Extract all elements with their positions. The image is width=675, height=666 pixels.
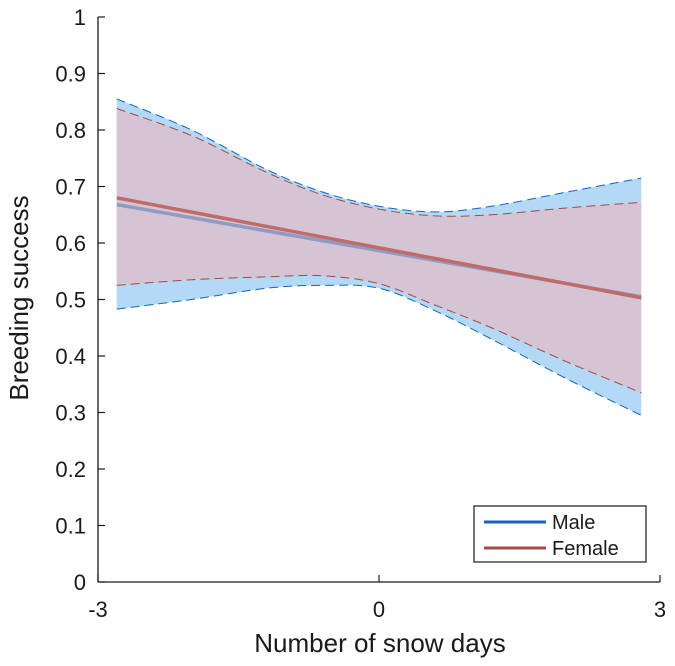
y-tick-label: 0.3 [55,401,86,426]
y-tick-label: 0.6 [55,231,86,256]
female-upper-bound [116,108,642,217]
x-tick-label: 3 [654,597,666,622]
x-tick-label: 0 [373,597,385,622]
y-tick-label: 1 [74,5,86,30]
legend-female-label: Female [552,538,619,560]
y-tick-label: 0.5 [55,288,86,313]
y-tick-label: 0.1 [55,514,86,539]
y-axis-title: Breeding success [4,195,34,400]
x-axis-title: Number of snow days [254,628,505,658]
y-tick-label: 0.2 [55,457,86,482]
female-lower-bound [116,274,642,394]
y-tick-label: 0.7 [55,175,86,200]
y-tick-label: 0.9 [55,62,86,87]
male-upper-bound [116,98,642,213]
legend-male-label: Male [552,512,595,534]
x-tick-label: -3 [88,597,108,622]
legend: Male Female [473,505,647,563]
y-tick-label: 0 [74,570,86,595]
confidence-bands [116,98,642,416]
female-trend-line [116,196,642,300]
y-tick-label: 0.8 [55,118,86,143]
trend-lines [116,196,642,300]
axes: 00.10.20.30.40.50.60.70.80.91-3 0 3 [55,5,666,622]
legend-box [473,505,647,563]
y-tick-label: 0.4 [55,344,86,369]
